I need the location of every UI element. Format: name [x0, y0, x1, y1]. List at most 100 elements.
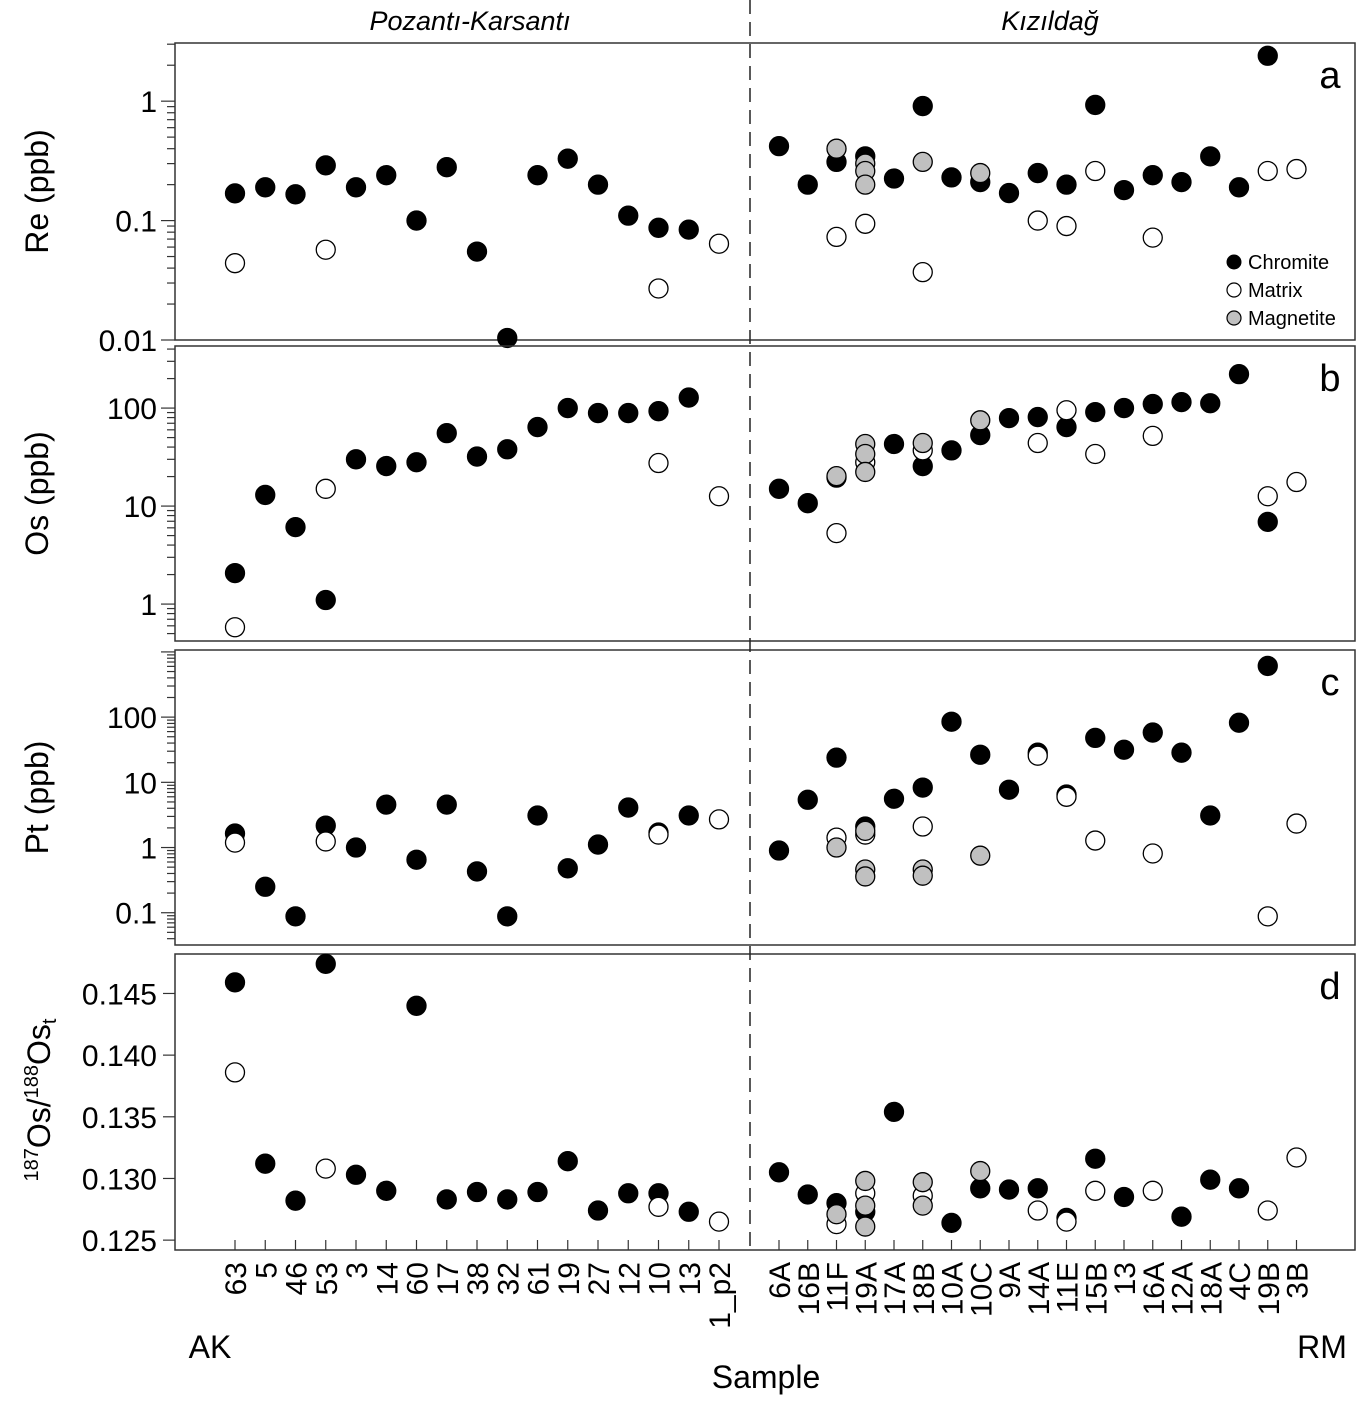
x-tick-label: 1_p2 [704, 1262, 737, 1329]
point-matrix-14A [1027, 745, 1048, 766]
point-chromite-6A [768, 840, 790, 861]
point-matrix-11F [826, 226, 847, 248]
point-matrix-63 [224, 617, 246, 638]
point-chromite-3 [345, 837, 367, 858]
point-matrix-10 [648, 278, 669, 299]
point-chromite-32 [497, 1189, 518, 1210]
group-label-ak: AK [189, 1329, 232, 1365]
legend: Chromite Matrix Magnetite [1226, 252, 1336, 330]
x-tick-label: 5 [250, 1262, 283, 1279]
panel-frame [174, 345, 1356, 642]
x-tick-label: 9A [994, 1262, 1027, 1299]
point-chromite-17 [436, 422, 457, 444]
point-chromite-46 [285, 184, 306, 205]
y-tick-label: 0.135 [82, 1102, 157, 1135]
point-matrix-1_p2 [708, 486, 730, 507]
x-tick-label: 27 [583, 1262, 616, 1295]
point-chromite-9A [998, 182, 1020, 204]
y-axis-label-b: Os (ppb) [19, 431, 55, 555]
point-chromite-17A [883, 1101, 905, 1123]
point-matrix-19B [1257, 486, 1278, 507]
point-chromite-13 [1113, 397, 1135, 419]
point-chromite-16A [1142, 722, 1163, 743]
point-matrix-3B [1286, 813, 1307, 834]
point-chromite-46 [285, 906, 306, 927]
point-chromite-17A [883, 433, 905, 455]
point-chromite-60 [406, 995, 427, 1016]
point-matrix-15B [1085, 1180, 1106, 1201]
point-magnetite-19A [855, 866, 876, 887]
y-tick-label: 10 [124, 767, 157, 800]
point-chromite-53 [315, 953, 336, 975]
point-matrix-63 [224, 832, 246, 853]
point-chromite-38 [466, 446, 488, 467]
region-title-right: Kızıldağ [1001, 6, 1099, 36]
x-tick-label: 19A [850, 1262, 883, 1315]
legend-marker-chromite [1226, 254, 1242, 270]
point-chromite-12 [618, 205, 639, 226]
point-matrix-19B [1257, 160, 1278, 182]
y-tick-label: 0.140 [82, 1040, 157, 1073]
point-chromite-3 [345, 1164, 367, 1185]
point-chromite-19B [1257, 45, 1278, 66]
point-chromite-12 [618, 797, 639, 818]
x-tick-label: 10A [937, 1262, 970, 1315]
point-chromite-46 [285, 1190, 306, 1211]
point-chromite-17A [883, 168, 905, 189]
point-chromite-19 [557, 397, 578, 419]
point-chromite-11E [1056, 174, 1077, 195]
x-tick-label: 19B [1253, 1262, 1286, 1315]
point-matrix-14A [1027, 1200, 1048, 1221]
point-chromite-3 [345, 449, 367, 470]
point-chromite-13 [1113, 739, 1135, 760]
x-tick-label: 12A [1167, 1262, 1200, 1315]
point-chromite-19 [557, 1151, 578, 1172]
legend-label-chromite: Chromite [1248, 252, 1329, 274]
x-tick-label: 6A [764, 1262, 797, 1299]
point-chromite-18B [912, 777, 933, 798]
y-tick-label: 1 [140, 86, 157, 119]
x-tick-label: 17 [432, 1262, 465, 1295]
point-chromite-17 [436, 157, 457, 178]
point-chromite-46 [285, 516, 306, 538]
point-magnetite-18B [912, 1172, 933, 1193]
legend-marker-matrix [1226, 282, 1242, 298]
x-tick-label: 4C [1224, 1262, 1257, 1300]
point-chromite-27 [587, 834, 609, 855]
x-tick-label: 13 [1109, 1262, 1142, 1295]
point-chromite-14 [376, 165, 397, 186]
point-chromite-5 [255, 876, 276, 897]
point-matrix-10 [648, 1196, 669, 1217]
x-tick-label: 18B [908, 1262, 941, 1315]
point-chromite-6A [768, 478, 790, 499]
x-tick-label: 53 [311, 1262, 344, 1295]
x-tick-label: 17A [879, 1262, 912, 1315]
x-tick-label: 15B [1080, 1262, 1113, 1315]
y-axis-label-d: 187Os/188Ost [21, 1018, 61, 1181]
point-chromite-27 [587, 402, 609, 424]
x-tick-label: 61 [523, 1262, 556, 1295]
x-tick-label: 60 [402, 1262, 435, 1295]
point-chromite-16A [1142, 165, 1163, 186]
point-magnetite-10C [970, 410, 991, 431]
point-chromite-14 [376, 1180, 397, 1201]
point-chromite-19 [557, 858, 578, 879]
point-chromite-38 [466, 241, 488, 262]
legend-marker-magnetite [1226, 310, 1242, 326]
panel-b: 1 10 100 Os (ppb) b [19, 345, 1356, 642]
point-matrix-1_p2 [708, 1211, 730, 1232]
point-chromite-61 [527, 1181, 548, 1203]
point-matrix-15B [1085, 830, 1106, 851]
point-chromite-10A [941, 711, 962, 732]
point-matrix-11E [1056, 400, 1077, 421]
point-chromite-4C [1228, 712, 1250, 733]
point-chromite-6A [768, 1162, 790, 1183]
point-magnetite-19A [855, 461, 876, 483]
y-tick-label: 10 [124, 491, 157, 524]
x-tick-label: 16A [1138, 1262, 1171, 1315]
x-tick-label: 14 [371, 1262, 404, 1295]
point-chromite-60 [406, 849, 427, 870]
point-chromite-10 [648, 401, 669, 422]
point-chromite-15B [1085, 94, 1106, 116]
